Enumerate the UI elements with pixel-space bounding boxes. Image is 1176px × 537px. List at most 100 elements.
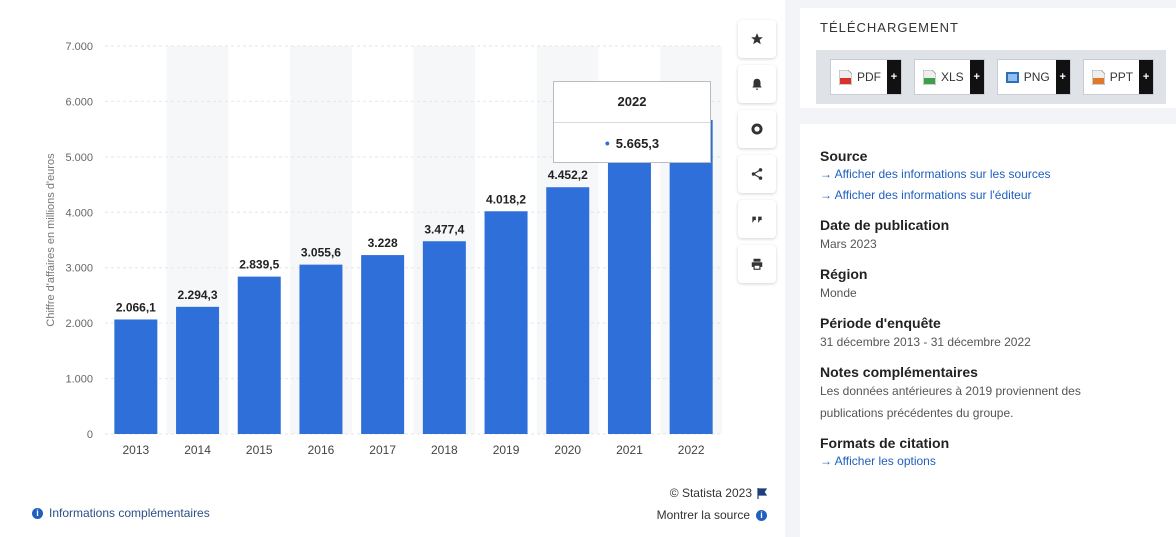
x-tick-label: 2015 [246,443,273,457]
bar-2022 [669,119,713,434]
x-tick-label: 2020 [554,443,581,457]
period-value: 31 décembre 2013 - 31 décembre 2022 [820,335,1031,349]
notes-title: Notes complémentaires [820,364,978,380]
copyright-text: © Statista 2023 [669,486,752,500]
citation-section: Formats de citation → Afficher les optio… [820,435,1160,472]
source-section: Source → Afficher des informations sur l… [820,148,1160,206]
ppt-label: PPT [1109,70,1134,84]
print-icon [751,258,763,270]
plus-icon: + [969,60,984,94]
bar-2015 [237,276,281,434]
y-tick-label: 4.000 [65,207,93,219]
x-tick-label: 2013 [122,443,149,457]
notes-line-2: publications précédentes du groupe. [820,406,1014,420]
plus-icon: + [1139,60,1154,94]
data-label-2020: 4.452,2 [548,168,588,182]
region-value: Monde [820,286,857,300]
notes-section: Notes complémentaires Les données antéri… [820,364,1160,424]
series-dot-icon: • [604,135,610,151]
data-label-2015: 2.839,5 [239,258,279,272]
quote-icon [752,216,762,223]
tooltip-year: 2022 [554,82,710,123]
print-button[interactable] [738,245,776,283]
plus-icon: + [887,60,901,94]
bar-2013 [114,319,158,434]
bar-2021 [607,162,651,434]
ppt-file-icon [1091,69,1105,85]
publication-value: Mars 2023 [820,237,877,251]
y-tick-label: 5.000 [65,152,93,164]
notification-button[interactable] [738,65,776,103]
bar-2018 [422,241,466,434]
download-bar: PDF + XLS + PNG + PPT + [816,50,1166,104]
xls-file-icon [923,69,936,85]
plus-icon: + [1055,60,1070,94]
x-tick-label: 2019 [493,443,520,457]
download-pdf-button[interactable]: PDF + [830,59,902,95]
download-png-button[interactable]: PNG + [996,59,1071,95]
source-title: Source [820,148,868,164]
share-button[interactable] [738,155,776,193]
info-icon: i [32,507,43,519]
additional-info-link[interactable]: i Informations complémentaires [32,506,210,520]
data-label-2016: 3.055,6 [301,246,341,260]
data-label-2018: 3.477,4 [424,222,464,236]
chart-tooltip: 2022 • 5.665,3 [553,81,711,163]
data-label-2017: 3.228 [368,236,398,250]
y-tick-label: 3.000 [65,263,93,275]
tooltip-value: 5.665,3 [615,136,660,151]
y-tick-label: 0 [87,429,93,441]
period-title: Période d'enquête [820,315,941,331]
x-tick-label: 2022 [678,443,705,457]
data-label-2014: 2.294,3 [178,288,218,302]
pdf-label: PDF [857,70,881,84]
y-tick-label: 1.000 [65,374,93,386]
publisher-info-link[interactable]: → Afficher des informations sur l'éditeu… [820,188,1032,202]
publication-section: Date de publication Mars 2023 [820,217,1160,255]
data-label-2013: 2.066,1 [116,300,156,314]
additional-info-label: Informations complémentaires [49,506,210,520]
cite-button[interactable] [738,200,776,238]
citation-title: Formats de citation [820,435,950,451]
xls-label: XLS [941,70,964,84]
gear-icon [751,123,763,135]
bar-2016 [299,264,343,434]
y-tick-label: 2.000 [65,318,93,330]
tooltip-value-row: • 5.665,3 [554,123,710,163]
png-file-icon [1005,71,1019,83]
source-info-link[interactable]: → Afficher des informations sur les sour… [820,167,1051,181]
region-title: Région [820,266,868,282]
settings-button[interactable] [738,110,776,148]
download-ppt-button[interactable]: PPT + [1082,59,1155,95]
x-tick-label: 2017 [369,443,396,457]
meta-panel: Source → Afficher des informations sur l… [800,124,1176,537]
region-section: Région Monde [820,266,1160,304]
star-icon [751,33,763,45]
bar-2014 [176,306,220,434]
show-source-link[interactable]: Montrer la source i [657,508,767,522]
bell-icon [752,78,762,90]
publication-title: Date de publication [820,217,950,233]
chart-panel: 0 1.000 2.000 3.000 4.000 5.000 6.000 7.000 Chif… [0,0,785,537]
x-tick-label: 2018 [431,443,458,457]
x-tick-label: 2016 [308,443,335,457]
favorite-button[interactable] [738,20,776,58]
copyright: © Statista 2023 [670,486,767,500]
show-source-label: Montrer la source [656,508,750,522]
download-xls-button[interactable]: XLS + [914,59,985,95]
png-label: PNG [1023,70,1050,84]
citation-options-link[interactable]: → Afficher les options [820,454,936,468]
info-icon: i [756,509,767,521]
share-icon [751,168,763,180]
period-section: Période d'enquête 31 décembre 2013 - 31 … [820,315,1160,353]
notes-line-1: Les données antérieures à 2019 provienne… [820,384,1081,398]
y-tick-label: 6.000 [65,96,93,108]
y-tick-label: 7.000 [65,41,93,53]
y-axis-label: Chiffre d'affaires en millions d'euros [45,153,57,327]
pdf-file-icon [839,69,852,85]
bar-2020 [546,187,590,434]
x-tick-label: 2014 [184,443,211,457]
x-tick-label: 2021 [616,443,643,457]
chart-toolbar [738,20,776,290]
flag-icon[interactable] [757,487,767,499]
